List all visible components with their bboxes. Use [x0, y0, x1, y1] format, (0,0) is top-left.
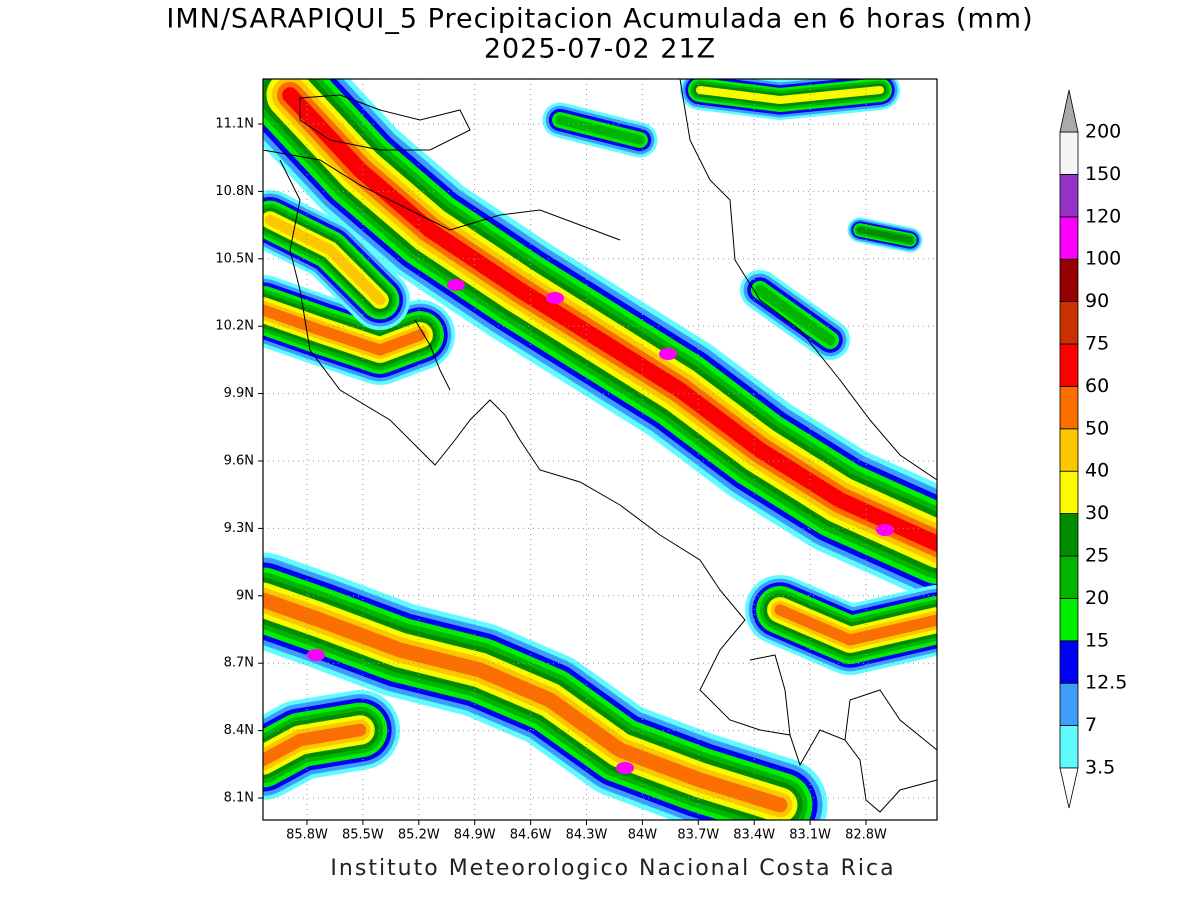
precip-peak — [546, 292, 564, 304]
precip-field — [263, 79, 937, 820]
precip-band — [264, 214, 386, 306]
lat-label: 8.4N — [224, 723, 254, 738]
title: IMN/SARAPIQUI_5 Precipitacion Acumulada … — [166, 4, 1033, 35]
lake-nicaragua — [299, 94, 471, 151]
colorbar-box — [1059, 640, 1079, 684]
lon-label: 84W — [628, 828, 658, 843]
precip-peak — [876, 524, 894, 536]
colorbar-box — [1059, 470, 1079, 515]
colorbar-box — [1059, 216, 1079, 260]
lon-label: 85.5W — [342, 828, 384, 843]
colorbar-box — [1059, 301, 1079, 345]
colorbar-box — [1059, 343, 1079, 387]
colorbar-box — [1059, 598, 1079, 642]
nicoya-gulf — [414, 319, 451, 391]
lat-label: 9N — [236, 588, 254, 603]
precip-band — [774, 604, 937, 646]
precip-band — [263, 723, 367, 767]
map-frame — [262, 78, 938, 821]
nicaragua-border — [263, 149, 621, 241]
footer: Instituto Meteorologico Nacional Costa R… — [330, 856, 895, 881]
colorbar-label: 150 — [1085, 163, 1121, 185]
colorbar-label: 50 — [1085, 417, 1109, 439]
colorbar-label: 40 — [1085, 460, 1109, 482]
colorbar-box — [1059, 428, 1079, 472]
colorbar-label: 15 — [1085, 629, 1109, 651]
precip-band — [263, 592, 788, 813]
lon-label: 83.4W — [733, 828, 775, 843]
colorbar-box — [1059, 555, 1079, 599]
colorbar-label: 12.5 — [1085, 672, 1127, 694]
precip-peak — [307, 649, 325, 661]
lat-label: 8.1N — [224, 791, 254, 806]
lat-label: 11.1N — [215, 117, 254, 132]
subtitle: 2025-07-02 21Z — [484, 34, 716, 65]
colorbar-label: 75 — [1085, 333, 1109, 355]
lat-label: 10.5N — [215, 251, 254, 266]
coastlines — [263, 79, 937, 813]
colorbar-label: 90 — [1085, 290, 1109, 312]
lon-label: 85.2W — [398, 828, 440, 843]
panama-border — [749, 654, 937, 751]
lon-label: 84.6W — [510, 828, 552, 843]
lon-label: 83.7W — [677, 828, 719, 843]
precip-band — [555, 115, 645, 145]
colorbar-label: 120 — [1085, 205, 1121, 227]
precip-band — [282, 87, 937, 553]
lat-label: 9.9N — [224, 386, 254, 401]
colorbar-label: 20 — [1085, 587, 1109, 609]
colorbar-label: 7 — [1085, 714, 1097, 736]
precip-peak — [659, 348, 677, 360]
colorbar-box — [1059, 513, 1079, 557]
lat-label: 9.3N — [224, 521, 254, 536]
precip-band — [754, 284, 836, 346]
colorbar-label: 100 — [1085, 248, 1121, 270]
lat-label: 8.7N — [224, 656, 254, 671]
colorbar-box — [1059, 385, 1079, 430]
lon-label: 82.8W — [845, 828, 887, 843]
caribbean-coast — [679, 79, 937, 481]
colorbar-box — [1059, 725, 1079, 769]
pacific-coast — [279, 159, 937, 813]
colorbar-above — [1059, 89, 1079, 133]
colorbar-below — [1059, 767, 1079, 809]
lon-label: 85.8W — [286, 828, 328, 843]
colorbar-box — [1059, 173, 1079, 218]
precip-band — [263, 304, 426, 356]
colorbar-label: 3.5 — [1085, 757, 1115, 779]
lon-label: 84.9W — [454, 828, 496, 843]
colorbar: 3.5 7 12.5 15 20 25 30 40 50 60 75 90 100 120 150 200 — [1059, 89, 1127, 809]
colorbar-label: 30 — [1085, 502, 1109, 524]
precip-band — [696, 86, 884, 104]
precip-peak — [616, 762, 634, 774]
lon-label: 83.1W — [789, 828, 831, 843]
lat-label: 10.8N — [215, 184, 254, 199]
colorbar-box — [1059, 258, 1079, 303]
lat-label: 10.2N — [215, 319, 254, 334]
precip-band — [857, 227, 913, 243]
colorbar-label: 200 — [1085, 121, 1121, 143]
lat-label: 9.6N — [224, 454, 254, 469]
colorbar-box — [1059, 131, 1079, 175]
colorbar-label: 25 — [1085, 545, 1109, 567]
precip-peak — [447, 279, 465, 291]
lon-label: 84.3W — [566, 828, 608, 843]
colorbar-box — [1059, 682, 1079, 727]
colorbar-label: 60 — [1085, 375, 1109, 397]
